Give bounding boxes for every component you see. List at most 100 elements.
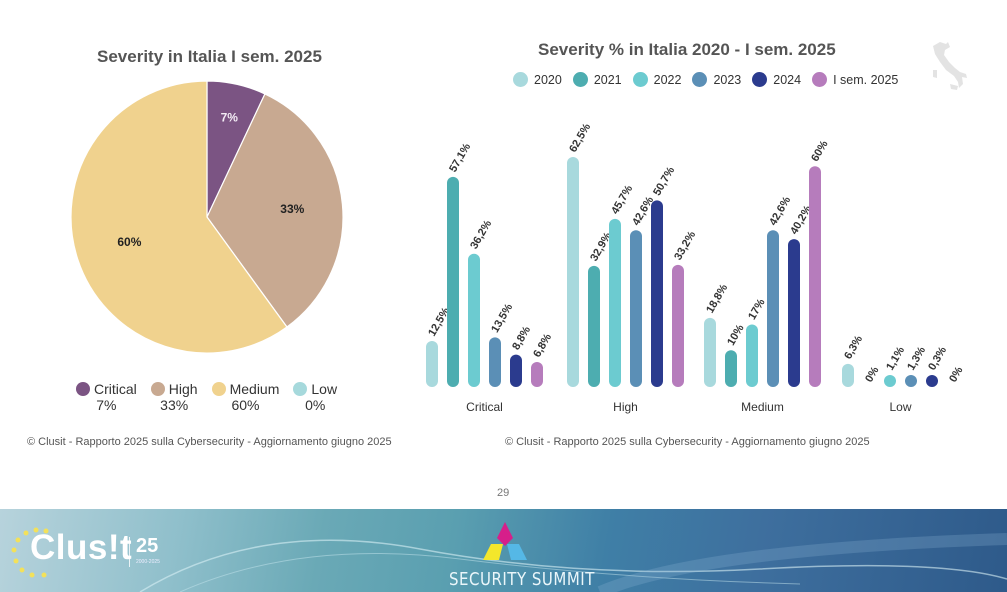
bar-data-label: 57,1% — [447, 141, 473, 174]
legend-value: 33% — [160, 397, 189, 413]
pie-data-label: 33% — [280, 202, 304, 216]
bar-medium-2022 — [746, 324, 758, 387]
bar-legend-2023: 2023 — [692, 72, 741, 87]
legend-label: Low — [311, 381, 338, 397]
bar-data-label: 6,3% — [842, 333, 865, 361]
bar-medium-2024 — [788, 239, 800, 387]
bar-data-label: 60% — [809, 138, 831, 163]
category-label-high: High — [613, 400, 638, 414]
bar-high-i-sem.-2025 — [672, 264, 684, 387]
legend-dot-2021 — [572, 72, 588, 87]
footer-banner: Clus!t 25 2000-2025 SECURITY SUMMIT — [0, 509, 1007, 592]
legend-dot-2024 — [752, 72, 768, 87]
bar-data-label: 10% — [725, 322, 747, 347]
clusit-anniversary: 25 — [136, 535, 159, 557]
bar-data-label: 36,2% — [468, 218, 494, 251]
legend-value: 0% — [305, 397, 326, 413]
pie-chart: 7% 33% 60% — [70, 80, 344, 354]
bar-low-2020 — [842, 363, 854, 387]
bar-data-label: 18,8% — [704, 282, 730, 315]
pie-slice-medium — [70, 80, 288, 354]
legend-label: High — [168, 381, 198, 397]
legend-dot-2025 — [812, 72, 828, 87]
bar-data-label: 0% — [863, 365, 881, 385]
legend-label: I sem. 2025 — [833, 72, 899, 87]
bar-data-label: 0,3% — [926, 345, 949, 373]
legend-label: 2021 — [593, 72, 622, 87]
clusit-wordmark: Clus!t — [30, 528, 133, 567]
pie-legend-critical: Critical 7% — [76, 381, 137, 413]
bar-medium-2020 — [704, 317, 716, 387]
bar-data-label: 45,7% — [609, 183, 635, 216]
bar-critical-2024 — [510, 354, 522, 387]
clusit-years: 2000-2025 — [136, 559, 160, 565]
italy-map-icon — [933, 42, 967, 90]
legend-dot-low — [293, 382, 308, 396]
legend-dot-2020 — [513, 72, 528, 87]
legend-value: 60% — [231, 397, 260, 413]
bar-data-label: 1,1% — [884, 345, 907, 373]
pie-source-note: © Clusit - Rapporto 2025 sulla Cybersecu… — [27, 436, 392, 448]
legend-label: Medium — [229, 381, 280, 397]
bar-critical-2021 — [447, 176, 459, 387]
legend-label: 2020 — [534, 72, 562, 87]
clusit-logo: Clus!t 25 2000-2025 — [8, 525, 168, 581]
bar-data-label: 13,5% — [489, 302, 515, 335]
security-summit-wordmark: SECURITY SUMMIT — [449, 568, 595, 590]
bar-high-2024 — [651, 200, 663, 387]
category-label-critical: Critical — [466, 400, 503, 414]
bar-high-2021 — [588, 265, 600, 387]
bar-data-label: 0% — [947, 365, 965, 385]
bar-critical-2020 — [426, 341, 438, 387]
bar-source-note: © Clusit - Rapporto 2025 sulla Cybersecu… — [505, 436, 870, 448]
bar-legend-2021: 2021 — [572, 72, 622, 87]
bar-high-2023 — [630, 230, 642, 387]
legend-dot-medium — [211, 382, 226, 396]
pie-legend-low: Low 0% — [293, 381, 337, 413]
bar-legend-2024: 2024 — [752, 72, 801, 87]
bar-legend: 2020 2021 2022 2023 2024 I sem. 2025 — [513, 72, 898, 87]
category-label-low: Low — [889, 400, 911, 414]
bar-legend-2025: I sem. 2025 — [812, 72, 898, 87]
bar-high-2020 — [567, 157, 579, 387]
pie-legend-medium: Medium 60% — [211, 381, 280, 413]
footer-wave-decoration — [139, 533, 1007, 592]
bar-data-label: 42,6% — [767, 195, 793, 228]
legend-label: 2023 — [713, 72, 742, 87]
bar-low-2024 — [926, 375, 938, 387]
legend-dot-2022 — [632, 72, 648, 87]
bar-data-label: 33,2% — [672, 229, 698, 262]
pie-slice-high — [206, 93, 344, 328]
bar-data-label: 8,8% — [510, 324, 533, 352]
pie-chart-title: Severity in Italia I sem. 2025 — [97, 47, 322, 66]
bar-high-2022 — [609, 218, 621, 387]
bar-data-label: 1,3% — [905, 345, 928, 373]
bar-critical-2023 — [489, 337, 501, 387]
bar-critical-2022 — [468, 253, 480, 387]
pie-legend-high: High 33% — [150, 381, 198, 413]
bar-low-2022 — [884, 375, 896, 387]
summit-triangle-icon — [483, 522, 527, 560]
bar-legend-2020: 2020 — [513, 72, 562, 87]
bar-medium-2021 — [725, 350, 737, 387]
bar-legend-2022: 2022 — [632, 72, 682, 87]
bar-chart: 12,5%57,1%36,2%13,5%8,8%6,8%Critical62,5… — [426, 121, 966, 414]
pie-legend: Critical 7% High 33% Medium 60% Low 0% — [76, 381, 337, 413]
legend-label: 2024 — [773, 72, 802, 87]
bar-medium-2023 — [767, 230, 779, 387]
eu-stars-icon — [11, 527, 49, 578]
legend-dot-2023 — [692, 72, 708, 87]
logo-separator — [129, 537, 130, 567]
legend-dot-high — [150, 382, 165, 396]
pie-data-label: 7% — [221, 110, 239, 124]
bar-data-label: 50,7% — [651, 165, 677, 198]
bar-chart-title: Severity % in Italia 2020 - I sem. 2025 — [538, 40, 836, 59]
page-number: 29 — [497, 487, 510, 499]
legend-label: 2022 — [653, 72, 682, 87]
bar-data-label: 62,5% — [567, 121, 593, 154]
pie-data-label: 60% — [117, 235, 141, 249]
legend-dot-critical — [76, 382, 90, 396]
security-summit-logo: SECURITY SUMMIT — [445, 518, 594, 592]
bar-critical-i-sem.-2025 — [531, 361, 543, 387]
bar-low-2023 — [905, 375, 917, 387]
